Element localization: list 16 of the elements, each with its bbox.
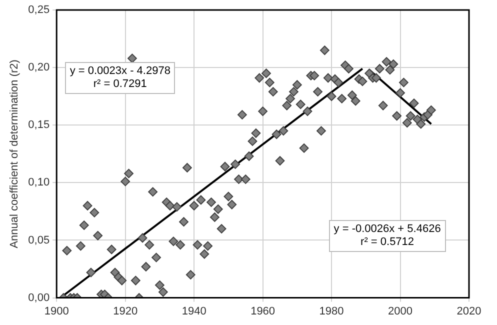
y-axis-title: Annual coefficient of determination (r2) [8,60,21,248]
y-tick-label: 0,10 [28,176,50,189]
annotation: y = -0.0026x + 5.4626 r² = 0.5712 [328,220,446,252]
x-tick-label: 2020 [456,305,482,318]
x-tick-label: 1920 [113,305,138,318]
x-tick-label: 1980 [319,305,344,318]
y-tick-label: 0,05 [28,234,50,246]
y-tick-label: 0,00 [28,292,50,304]
x-tick-label: 2000 [388,305,413,318]
y-tick-label: 0,25 [28,4,50,16]
x-tick-label: 1940 [182,305,206,318]
x-tick-label: 1960 [250,305,276,318]
y-tick-label: 0,20 [28,62,50,74]
x-tick-label: 1900 [44,305,69,318]
annotation: y = 0.0023x - 4.2978 r² = 0.7291 [64,62,176,94]
y-tick-label: 0,15 [28,119,50,132]
